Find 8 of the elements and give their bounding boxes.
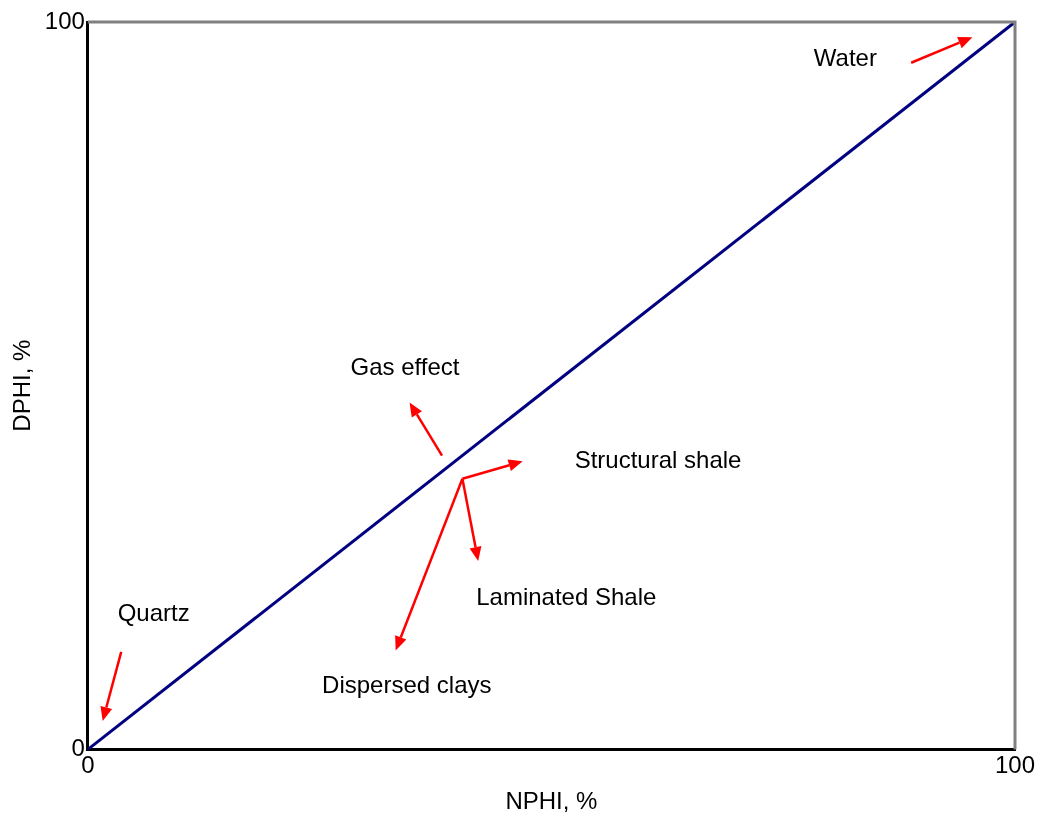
y-axis-title: DPHI, % [8,339,36,432]
annotation: Dispersed clays [322,670,492,698]
annotation: Laminated Shale [476,582,657,610]
x-axis-title: NPHI, % [505,787,598,815]
annotation: Gas effect [350,352,460,380]
annotation: Structural shale [574,445,742,473]
annotation: Quartz [117,599,190,627]
annotation: Water [813,44,877,72]
